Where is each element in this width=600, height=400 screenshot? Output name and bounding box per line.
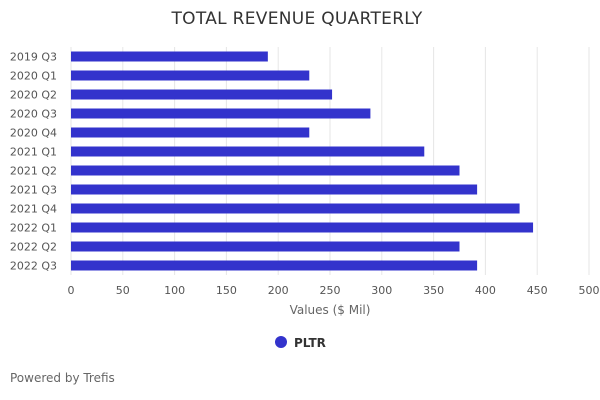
category-label: 2022 Q2 [10,241,57,254]
x-tick-label: 50 [116,284,130,297]
powered-by-credit[interactable]: Powered by Trefis [10,371,115,385]
x-tick-label: 450 [527,284,548,297]
bar[interactable] [71,241,460,252]
category-label: 2022 Q1 [10,222,57,235]
gridlines [70,47,590,275]
category-label: 2022 Q3 [10,260,57,273]
x-tick-label: 100 [164,284,185,297]
category-label: 2021 Q1 [10,146,57,159]
bar[interactable] [71,146,425,157]
category-label: 2020 Q4 [10,127,57,140]
chart-title: TOTAL REVENUE QUARTERLY [170,9,422,29]
bar[interactable] [71,108,371,119]
x-tick-labels: 0 50 100 150 200 250 300 350 400 450 500 [68,284,600,297]
bars [71,51,534,271]
category-label: 2021 Q4 [10,203,57,216]
category-label: 2021 Q3 [10,184,57,197]
bar[interactable] [71,222,534,233]
bar[interactable] [71,127,310,138]
category-label: 2020 Q3 [10,108,57,121]
legend-marker-icon[interactable] [275,336,287,348]
category-labels: 2019 Q3 2020 Q1 2020 Q2 2020 Q3 2020 Q4 2021 … [10,51,57,273]
bar[interactable] [71,51,268,62]
x-tick-label: 400 [475,284,496,297]
bar[interactable] [71,260,478,271]
category-label: 2020 Q1 [10,70,57,83]
category-label: 2020 Q2 [10,89,57,102]
bar[interactable] [71,165,460,176]
x-tick-label: 350 [423,284,444,297]
x-tick-label: 0 [68,284,75,297]
legend[interactable]: PLTR [275,336,326,350]
bar[interactable] [71,89,333,100]
x-tick-label: 150 [216,284,237,297]
bar[interactable] [71,203,520,214]
x-tick-label: 200 [268,284,289,297]
bar[interactable] [71,70,310,81]
bar[interactable] [71,184,478,195]
category-label: 2019 Q3 [10,51,57,64]
x-tick-label: 300 [371,284,392,297]
x-tick-label: 250 [320,284,341,297]
legend-label[interactable]: PLTR [294,336,326,350]
category-label: 2021 Q2 [10,165,57,178]
x-tick-label: 500 [579,284,600,297]
x-axis-title: Values ($ Mil) [290,303,371,317]
